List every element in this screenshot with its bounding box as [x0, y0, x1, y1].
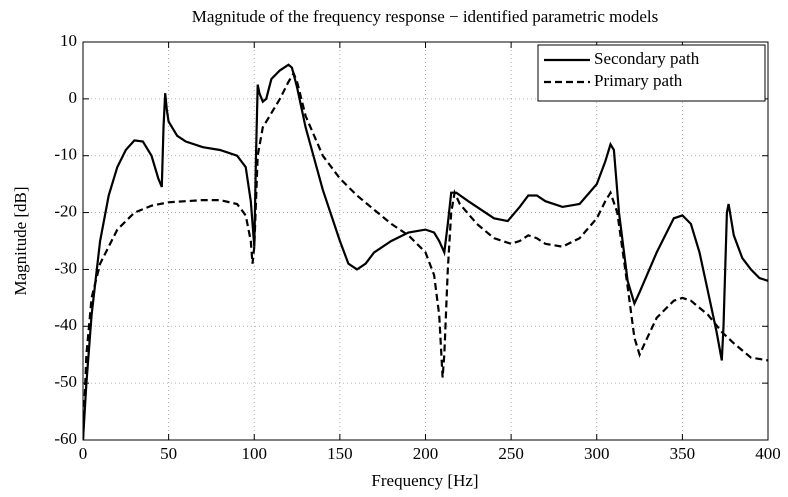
x-tick-label: 400	[755, 444, 781, 463]
line-series	[83, 70, 768, 440]
x-axis-label: Frequency [Hz]	[371, 471, 478, 490]
x-tick-label: 200	[413, 444, 439, 463]
x-tick-label: 0	[79, 444, 88, 463]
x-tick-label: 300	[584, 444, 610, 463]
x-tick-label: 350	[670, 444, 696, 463]
y-tick-label: -60	[54, 429, 77, 448]
y-tick-label: 0	[69, 88, 78, 107]
legend-label: Secondary path	[594, 49, 700, 68]
legend-box	[537, 44, 766, 102]
legend-label: Primary path	[594, 71, 683, 90]
x-tick-label: 150	[327, 444, 353, 463]
y-tick-label: -30	[54, 258, 77, 277]
y-tick-label: -20	[54, 201, 77, 220]
x-tick-label: 250	[498, 444, 524, 463]
y-tick-label: 10	[60, 31, 77, 50]
chart-title: Magnitude of the frequency response − id…	[192, 7, 659, 26]
plot-frame	[82, 41, 769, 441]
x-tick-label: 100	[242, 444, 268, 463]
y-tick-label: -40	[54, 315, 77, 334]
y-tick-label: -10	[54, 145, 77, 164]
line-series	[83, 63, 768, 440]
x-tick-label: 50	[160, 444, 177, 463]
y-axis-label: Magnitude [dB]	[11, 186, 30, 295]
y-tick-label: -50	[54, 372, 77, 391]
